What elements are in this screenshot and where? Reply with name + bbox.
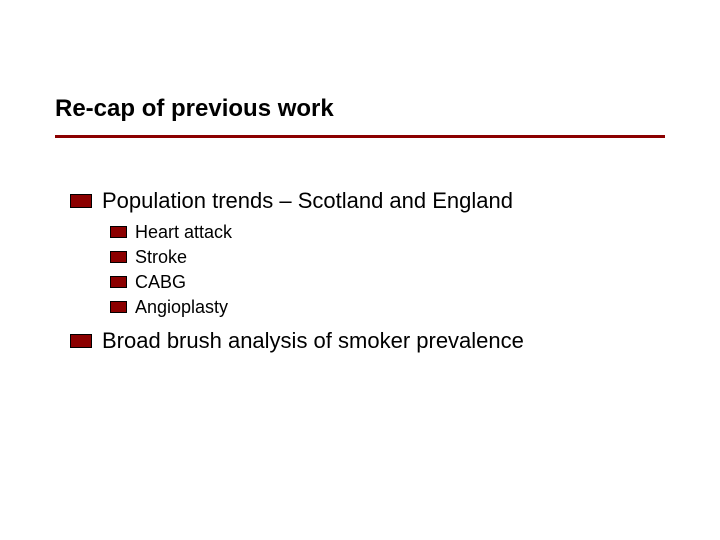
sub-list-item: Angioplasty [110,297,665,318]
list-item-text: Population trends – Scotland and England [102,188,513,214]
slide-title: Re-cap of previous work [55,95,665,131]
content-area: Population trends – Scotland and England… [0,138,720,354]
sub-list-item-text: Heart attack [135,222,232,243]
sub-list-item: Stroke [110,247,665,268]
list-item: Population trends – Scotland and England [70,188,665,214]
sub-list: Heart attack Stroke CABG Angioplasty [70,222,665,318]
slide-container: Re-cap of previous work Population trend… [0,0,720,540]
square-bullet-icon [110,276,127,288]
square-bullet-icon [70,194,92,208]
sub-list-item: CABG [110,272,665,293]
list-item: Broad brush analysis of smoker prevalenc… [70,328,665,354]
square-bullet-icon [70,334,92,348]
list-item-text: Broad brush analysis of smoker prevalenc… [102,328,524,354]
title-container: Re-cap of previous work [0,0,720,138]
sub-list-item-text: Angioplasty [135,297,228,318]
square-bullet-icon [110,251,127,263]
sub-list-item-text: CABG [135,272,186,293]
sub-list-item: Heart attack [110,222,665,243]
sub-list-item-text: Stroke [135,247,187,268]
square-bullet-icon [110,226,127,238]
square-bullet-icon [110,301,127,313]
